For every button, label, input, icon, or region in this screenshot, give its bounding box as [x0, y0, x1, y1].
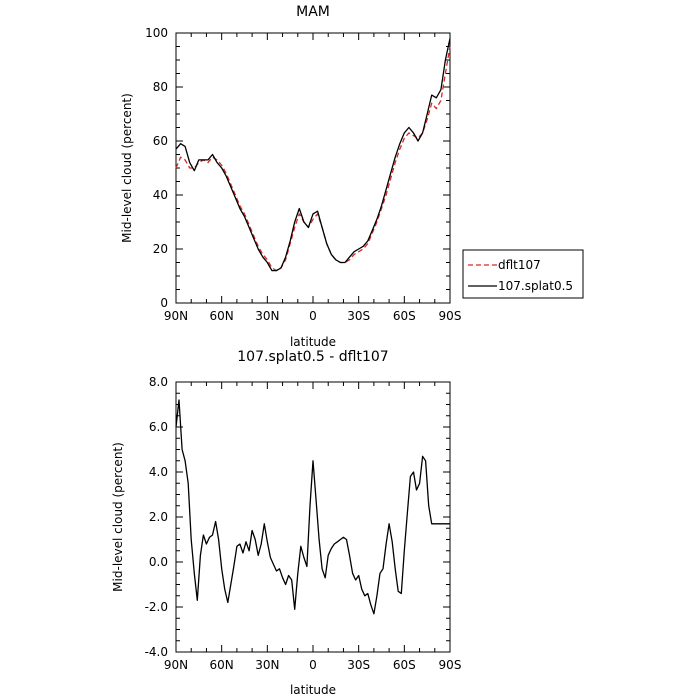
plot-frame	[175, 381, 451, 653]
x-tick-label: 90N	[164, 658, 188, 672]
legend-label-splat: 107.splat0.5	[498, 279, 573, 293]
axis-ticks	[175, 381, 451, 653]
series-line-difference	[175, 399, 450, 615]
y-tick-label: 20	[153, 242, 168, 256]
x-tick-label: 90S	[439, 658, 462, 672]
y-tick-label: 60	[153, 134, 168, 148]
x-tick-label: 30N	[255, 309, 279, 323]
x-tick-label: 30N	[255, 658, 279, 672]
y-tick-label: 0	[160, 296, 168, 310]
chart-difference: 107.splat0.5 - dflt107 90N 60N 30N 0 30S 60S 9…	[111, 349, 461, 697]
x-tick-label: 60N	[210, 658, 234, 672]
series-line-107-splat0-5	[175, 38, 451, 272]
chart-title: MAM	[296, 4, 330, 20]
legend: dflt107 107.splat0.5	[462, 249, 584, 299]
y-axis-title: Mid-level cloud (percent)	[111, 442, 125, 592]
plot-frame	[175, 32, 451, 304]
y-tick-label: 100	[145, 26, 168, 40]
legend-box	[462, 249, 584, 299]
y-tick-label: 8.0	[149, 375, 168, 389]
y-tick-label: 4.0	[149, 465, 168, 479]
y-tick-label: -4.0	[145, 645, 168, 659]
x-tick-label: 0	[309, 309, 317, 323]
x-tick-label: 60S	[393, 658, 416, 672]
x-tick-labels: 90N 60N 30N 0 30S 60S 90S	[164, 658, 462, 672]
x-tick-labels: 90N 60N 30N 0 30S 60S 90S	[164, 309, 462, 323]
series-line-dflt107	[175, 46, 451, 272]
y-tick-label: 2.0	[149, 510, 168, 524]
y-tick-label: 6.0	[149, 420, 168, 434]
y-axis-title: Mid-level cloud (percent)	[120, 93, 134, 243]
x-tick-label: 90S	[439, 309, 462, 323]
x-tick-label: 0	[309, 658, 317, 672]
y-tick-labels: 0 20 40 60 80 100	[145, 26, 168, 310]
x-tick-label: 90N	[164, 309, 188, 323]
legend-label-dflt107: dflt107	[498, 258, 541, 272]
x-axis-title: latitude	[290, 683, 336, 697]
x-axis-title: latitude	[290, 335, 336, 349]
y-tick-label: 40	[153, 188, 168, 202]
chart-mam: MAM 90N 60N 30N 0 30S 60S 90S 0 20 40 60 80 100 lat…	[120, 4, 584, 349]
series-lines	[175, 38, 451, 272]
series-lines	[175, 399, 450, 615]
x-tick-label: 60S	[393, 309, 416, 323]
x-tick-label: 30S	[347, 658, 370, 672]
y-tick-label: -2.0	[145, 600, 168, 614]
x-tick-label: 60N	[210, 309, 234, 323]
y-tick-label: 0.0	[149, 555, 168, 569]
y-tick-labels: -4.0 -2.0 0.0 2.0 4.0 6.0 8.0	[145, 375, 168, 659]
axis-ticks	[175, 32, 451, 304]
chart-title: 107.splat0.5 - dflt107	[237, 349, 388, 365]
y-tick-label: 80	[153, 80, 168, 94]
x-tick-label: 30S	[347, 309, 370, 323]
